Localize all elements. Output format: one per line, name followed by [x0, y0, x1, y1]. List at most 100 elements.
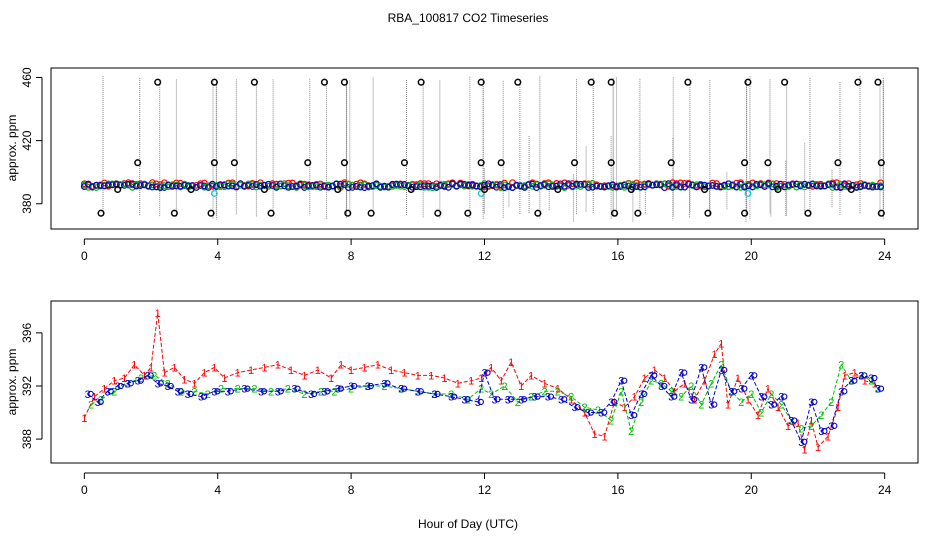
- series-marker-1: 1: [328, 373, 334, 385]
- point-series-3: [381, 182, 388, 190]
- outlier-mid: [134, 159, 142, 167]
- series-marker-3: 3: [748, 370, 754, 382]
- series-3-circle: [117, 382, 124, 390]
- series-3-circle: [771, 401, 778, 408]
- series-marker-3: 3: [738, 384, 744, 396]
- outlier-base: [260, 185, 268, 194]
- point-series-3: [801, 180, 809, 188]
- series-marker-1: 1: [555, 384, 561, 396]
- y-axis-label-top: approx. ppm: [5, 115, 19, 182]
- series-marker-1: 1: [288, 365, 294, 377]
- point-series-3: [389, 180, 396, 188]
- series-marker-3: 3: [135, 376, 141, 388]
- x-tick-label: 20: [745, 483, 759, 497]
- point-series-3: [709, 182, 716, 189]
- point-series-3: [225, 182, 232, 190]
- point-series-3: [473, 182, 480, 190]
- outlier-low: [434, 209, 442, 217]
- series-marker-3: 3: [335, 384, 341, 396]
- series-marker-1: 1: [755, 410, 761, 422]
- point-series-3: [353, 183, 360, 190]
- series-marker-2: 2: [818, 410, 824, 422]
- series-marker-3: 3: [275, 386, 281, 398]
- point-series-3: [601, 183, 608, 191]
- point-series-3: [797, 182, 805, 190]
- series-marker-3: 3: [858, 370, 864, 382]
- outlier-high: [514, 78, 522, 86]
- series-marker-2: 2: [318, 386, 324, 398]
- series-3-circle: [761, 393, 768, 400]
- point-series-2: [160, 182, 168, 189]
- series-3-circle: [244, 385, 251, 392]
- series-marker-3: 3: [558, 394, 564, 406]
- series-marker-1: 1: [455, 378, 461, 390]
- series-marker-1: 1: [718, 338, 724, 350]
- series-marker-1: 1: [388, 365, 394, 377]
- outlier-high: [684, 78, 692, 86]
- point-series-3: [717, 183, 724, 191]
- point-series-3: [501, 184, 508, 192]
- outlier-mid: [400, 159, 409, 167]
- x-tick-label: 20: [745, 249, 759, 263]
- series-3-circle: [841, 388, 848, 395]
- point-series-3: [289, 183, 296, 191]
- outlier-base: [701, 185, 709, 194]
- point-series-3: [369, 182, 376, 190]
- outlier-mid: [210, 159, 218, 167]
- series-3-circle: [367, 382, 374, 390]
- series-marker-3: 3: [838, 386, 844, 398]
- series-marker-3: 3: [778, 392, 784, 404]
- point-series-1: [681, 180, 688, 187]
- point-series-2: [84, 183, 92, 191]
- point-series-3: [180, 181, 188, 189]
- series-marker-1: 1: [775, 402, 781, 414]
- point-series-3: [517, 182, 524, 190]
- spike-bars-top: [102, 76, 884, 223]
- point-series-1: [845, 180, 853, 187]
- series-marker-3: 3: [145, 370, 151, 382]
- outlier-base: [114, 185, 122, 194]
- series-marker-2: 2: [758, 408, 764, 420]
- point-series-3: [873, 183, 881, 190]
- point-series-3: [485, 180, 492, 188]
- series-marker-2: 2: [488, 389, 494, 401]
- point-series-3: [813, 182, 821, 190]
- series-marker-3: 3: [165, 381, 171, 393]
- series-marker-3: 3: [808, 397, 814, 409]
- series-marker-3: 3: [828, 421, 834, 433]
- series-marker-1: 1: [508, 357, 514, 369]
- y-axis-label-bottom: approx. ppm: [5, 349, 19, 416]
- series-3-circle: [534, 393, 541, 400]
- outlier-base: [187, 185, 195, 194]
- point-series-3: [513, 181, 520, 189]
- series-marker-3: 3: [618, 376, 624, 388]
- series-marker-2: 2: [581, 402, 587, 414]
- x-axis-label: Hour of Day (UTC): [418, 517, 518, 531]
- series-3-circle: [601, 409, 608, 416]
- y-tick-label: 392: [20, 376, 34, 396]
- point-series-3: [321, 182, 328, 190]
- y-tick-label: 420: [20, 130, 34, 150]
- series-3-circle: [167, 382, 174, 390]
- series-marker-1: 1: [518, 381, 524, 393]
- point-series-3: [757, 181, 765, 189]
- series-marker-2: 2: [251, 384, 257, 396]
- series-marker-1: 1: [795, 418, 801, 430]
- series-marker-2: 2: [191, 386, 197, 398]
- point-series-2: [301, 182, 308, 189]
- series-3-circle: [177, 388, 184, 395]
- series-marker-1: 1: [541, 378, 547, 390]
- point-series-1: [857, 180, 865, 187]
- series-marker-1: 1: [101, 384, 107, 396]
- point-series-3: [377, 183, 384, 191]
- outlier-mid: [667, 159, 675, 167]
- series-marker-1: 1: [141, 370, 147, 382]
- point-series-3: [108, 181, 116, 189]
- outlier-base: [554, 185, 562, 194]
- point-series-1: [709, 179, 716, 187]
- series-marker-1: 1: [468, 376, 474, 388]
- x-tick-label: 16: [611, 249, 625, 263]
- outlier-base: [627, 185, 635, 194]
- series-marker-3: 3: [105, 386, 111, 398]
- series-marker-1: 1: [725, 400, 731, 412]
